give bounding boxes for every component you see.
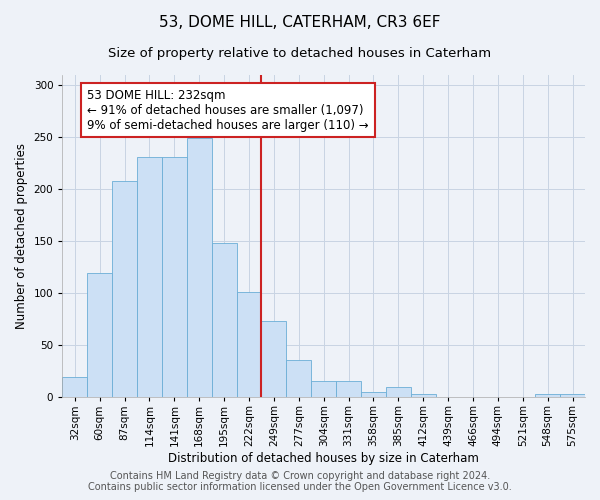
Bar <box>361 392 386 398</box>
Bar <box>236 292 262 398</box>
Bar <box>162 157 187 398</box>
Bar <box>262 322 286 398</box>
Bar <box>62 376 87 398</box>
Bar <box>535 394 560 398</box>
Text: 53, DOME HILL, CATERHAM, CR3 6EF: 53, DOME HILL, CATERHAM, CR3 6EF <box>159 15 441 30</box>
Bar <box>336 380 361 398</box>
Bar <box>286 360 311 398</box>
X-axis label: Distribution of detached houses by size in Caterham: Distribution of detached houses by size … <box>168 452 479 465</box>
Text: Contains HM Land Registry data © Crown copyright and database right 2024.
Contai: Contains HM Land Registry data © Crown c… <box>88 471 512 492</box>
Bar <box>560 394 585 398</box>
Bar <box>137 157 162 398</box>
Text: 53 DOME HILL: 232sqm
← 91% of detached houses are smaller (1,097)
9% of semi-det: 53 DOME HILL: 232sqm ← 91% of detached h… <box>87 88 369 132</box>
Text: Size of property relative to detached houses in Caterham: Size of property relative to detached ho… <box>109 48 491 60</box>
Y-axis label: Number of detached properties: Number of detached properties <box>15 143 28 329</box>
Bar <box>112 181 137 398</box>
Bar <box>386 387 411 398</box>
Bar <box>311 380 336 398</box>
Bar <box>87 272 112 398</box>
Bar <box>187 138 212 398</box>
Bar <box>411 394 436 398</box>
Bar <box>212 244 236 398</box>
